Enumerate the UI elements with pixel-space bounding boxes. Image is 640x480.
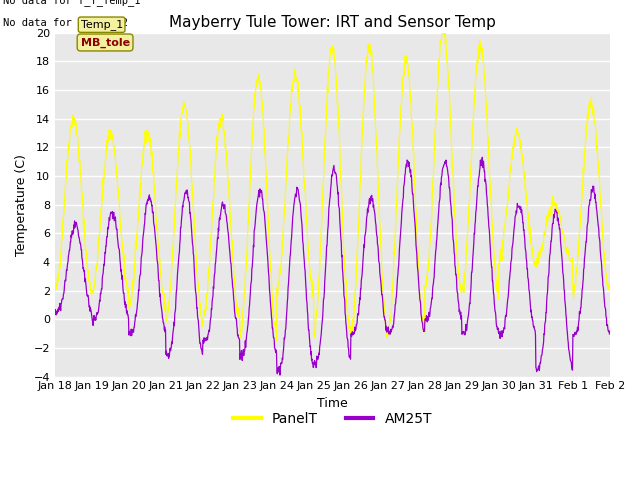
Text: Temp_1: Temp_1 [81,19,123,30]
Title: Mayberry Tule Tower: IRT and Sensor Temp: Mayberry Tule Tower: IRT and Sensor Temp [169,15,496,30]
X-axis label: Time: Time [317,397,348,410]
Legend: PanelT, AM25T: PanelT, AM25T [227,407,438,432]
Text: No data for f_Temp_2: No data for f_Temp_2 [3,17,128,28]
Y-axis label: Temperature (C): Temperature (C) [15,154,28,255]
Text: MB_tole: MB_tole [81,37,130,48]
Text: No data for f_T_Temp_1: No data for f_T_Temp_1 [3,0,141,6]
